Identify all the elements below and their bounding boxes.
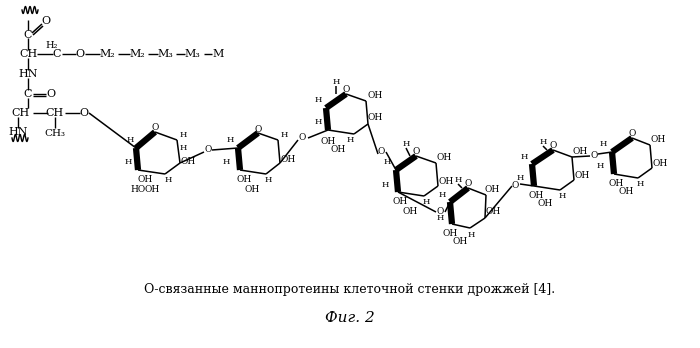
Text: H: H — [438, 191, 446, 199]
Text: H: H — [179, 144, 187, 152]
Text: CH₃: CH₃ — [45, 128, 66, 137]
Text: CH: CH — [46, 108, 64, 118]
Text: OH: OH — [321, 137, 335, 147]
Text: OH: OH — [608, 179, 624, 188]
Text: H: H — [314, 96, 322, 104]
Text: O: O — [151, 124, 159, 133]
Text: CH: CH — [19, 49, 37, 59]
Text: H: H — [265, 176, 272, 184]
Text: H₂: H₂ — [46, 40, 58, 49]
Text: OH: OH — [452, 237, 468, 246]
Text: O: O — [79, 108, 89, 118]
Text: C: C — [52, 49, 62, 59]
Text: H: H — [346, 136, 354, 144]
Text: OH: OH — [618, 188, 634, 197]
Text: O: O — [436, 207, 444, 216]
Text: OH: OH — [368, 113, 383, 122]
Text: OH: OH — [144, 185, 160, 195]
Text: O: O — [204, 145, 211, 155]
Text: M₂: M₂ — [129, 49, 145, 59]
Text: H: H — [559, 192, 566, 200]
Text: H: H — [125, 158, 132, 166]
Text: H: H — [596, 162, 603, 170]
Text: O: O — [511, 181, 519, 190]
Text: O: O — [76, 49, 85, 59]
Text: OH: OH — [650, 135, 666, 144]
Text: OH: OH — [575, 171, 589, 180]
Text: H: H — [468, 231, 475, 239]
Text: HN: HN — [18, 69, 38, 79]
Text: H: H — [384, 158, 391, 166]
Text: H: H — [517, 174, 524, 182]
Text: O: O — [46, 89, 55, 99]
Text: M₂: M₂ — [99, 49, 115, 59]
Text: OH: OH — [281, 156, 295, 165]
Text: OH: OH — [368, 92, 383, 101]
Text: H: H — [454, 176, 462, 184]
Text: OH: OH — [402, 207, 418, 216]
Text: C: C — [24, 89, 32, 99]
Text: OH: OH — [484, 185, 500, 195]
Text: OH: OH — [538, 199, 552, 208]
Text: H: H — [636, 180, 644, 188]
Text: O: O — [254, 125, 262, 134]
Text: H: H — [402, 140, 409, 148]
Text: C: C — [24, 30, 32, 40]
Text: M₃: M₃ — [157, 49, 173, 59]
Text: M: M — [212, 49, 224, 59]
Text: H: H — [332, 78, 340, 86]
Text: H: H — [223, 158, 230, 166]
Text: H: H — [179, 131, 187, 139]
Text: OH: OH — [244, 185, 260, 195]
Text: O: O — [550, 142, 556, 150]
Text: OH: OH — [137, 175, 153, 184]
Text: O: O — [342, 86, 350, 95]
Text: H: H — [126, 136, 134, 144]
Text: O: O — [412, 148, 420, 157]
Text: O: O — [41, 16, 50, 26]
Text: OH: OH — [652, 158, 668, 167]
Text: H: H — [422, 198, 430, 206]
Text: H: H — [382, 181, 388, 189]
Text: OH: OH — [438, 177, 454, 187]
Text: OH: OH — [436, 153, 452, 163]
Text: Фиг. 2: Фиг. 2 — [325, 311, 375, 325]
Text: O: O — [464, 180, 472, 189]
Text: O: O — [377, 148, 385, 157]
Text: O: O — [590, 150, 598, 159]
Text: OH: OH — [181, 158, 195, 166]
Text: H: H — [314, 118, 322, 126]
Text: M₃: M₃ — [184, 49, 200, 59]
Text: O: O — [629, 129, 636, 139]
Text: H: H — [280, 131, 288, 139]
Text: HO: HO — [130, 185, 146, 195]
Text: CH: CH — [12, 108, 30, 118]
Text: OH: OH — [237, 175, 251, 184]
Text: H: H — [539, 138, 547, 146]
Text: H: H — [164, 176, 172, 184]
Text: OH: OH — [573, 148, 587, 157]
Text: OH: OH — [528, 190, 544, 199]
Text: О-связанные маннопротеины клеточной стенки дрожжей [4].: О-связанные маннопротеины клеточной стен… — [144, 284, 556, 296]
Text: H: H — [520, 153, 528, 161]
Text: HN: HN — [8, 127, 28, 137]
Text: H: H — [599, 140, 607, 148]
Text: H: H — [226, 136, 234, 144]
Text: H: H — [436, 214, 444, 222]
Text: OH: OH — [393, 198, 407, 206]
Text: OH: OH — [485, 207, 500, 216]
Text: O: O — [298, 134, 306, 142]
Text: OH: OH — [330, 145, 346, 155]
Text: OH: OH — [442, 229, 458, 238]
